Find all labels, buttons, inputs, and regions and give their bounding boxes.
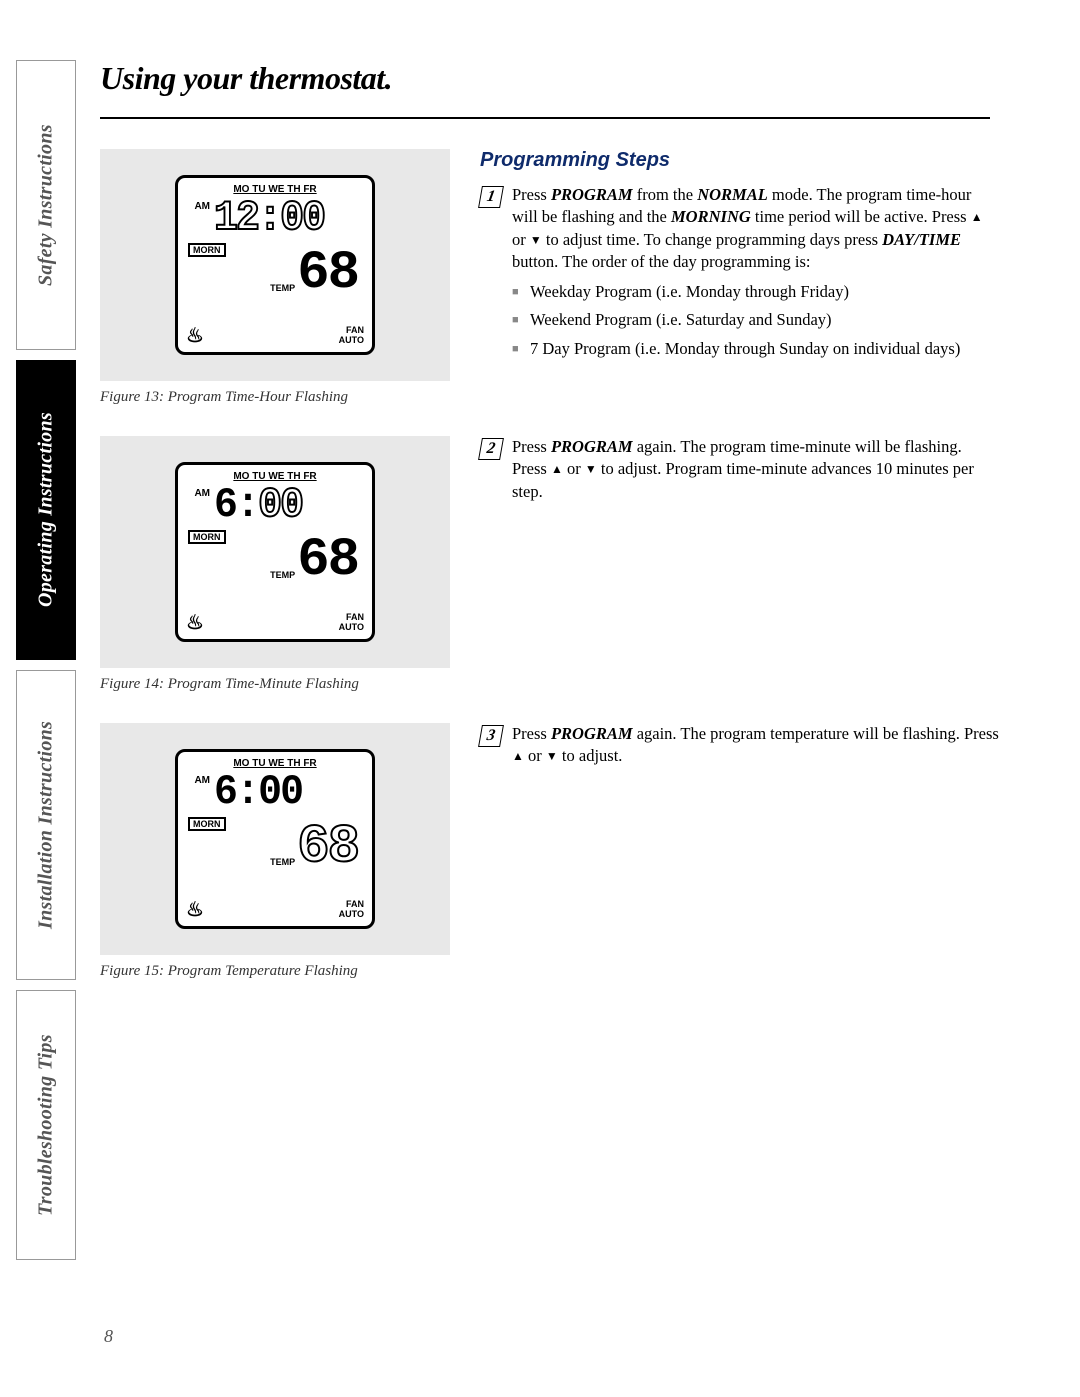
lcd-hour: 6: [214, 481, 258, 529]
lcd-fan: FAN AUTO [339, 326, 364, 346]
step-2-num: 2 [478, 438, 504, 460]
lcd-min: 00 [258, 481, 302, 529]
main-content: Using your thermostat. MO TU WE TH FR AM… [100, 60, 1040, 1010]
page: Safety Instructions Operating Instructio… [0, 0, 1080, 1397]
lcd-fig14: MO TU WE TH FR AM 6:00 MORN TEMP 68 ♨ [175, 462, 375, 642]
bullet-weekday: Weekday Program (i.e. Monday through Fri… [530, 281, 1000, 303]
lcd-temp: 68 [297, 824, 358, 873]
step-3: 3 Press PROGRAM again. The program tempe… [480, 723, 1000, 776]
figure-15-block: MO TU WE TH FR AM 6:00 MORN TEMP 68 ♨ [100, 723, 450, 980]
bullet-7day: 7 Day Program (i.e. Monday through Sunda… [530, 338, 1000, 360]
step-1-bullets: Weekday Program (i.e. Monday through Fri… [512, 281, 1000, 360]
lcd-temp-label: TEMP [270, 570, 295, 580]
down-arrow-icon: ▼ [546, 748, 558, 764]
step-3-num: 3 [478, 725, 504, 747]
lcd-time: 6:00 [214, 771, 302, 813]
down-arrow-icon: ▼ [585, 461, 597, 477]
figure-13-caption: Figure 13: Program Time-Hour Flashing [100, 389, 450, 406]
figure-14-block: MO TU WE TH FR AM 6:00 MORN TEMP 68 ♨ [100, 436, 450, 693]
page-number: 8 [104, 1326, 113, 1347]
figure-15-caption: Figure 15: Program Temperature Flashing [100, 963, 450, 980]
lcd-fig13: MO TU WE TH FR AM 12:00 MORN TEMP 68 ♨ [175, 175, 375, 355]
lcd-ampm: AM [186, 488, 210, 499]
lcd-period: MORN [188, 243, 226, 257]
lcd-period: MORN [188, 530, 226, 544]
tab-safety: Safety Instructions [16, 60, 76, 350]
figure-14-caption: Figure 14: Program Time-Minute Flashing [100, 676, 450, 693]
up-arrow-icon: ▲ [512, 748, 524, 764]
down-arrow-icon: ▼ [530, 232, 542, 248]
programming-steps-heading: Programming Steps [480, 149, 1000, 172]
tab-installation: Installation Instructions [16, 670, 76, 980]
flame-icon: ♨ [186, 900, 204, 920]
flame-icon: ♨ [186, 326, 204, 346]
step-1-num: 1 [478, 186, 504, 208]
step-3-body: Press PROGRAM again. The program tempera… [512, 723, 1000, 776]
sidebar-tabs: Safety Instructions Operating Instructio… [16, 60, 76, 1340]
step-1-body: Press PROGRAM from the NORMAL mode. The … [512, 184, 1000, 366]
lcd-temp-label: TEMP [270, 857, 295, 867]
step-2: 2 Press PROGRAM again. The program time-… [480, 436, 1000, 511]
lcd-period: MORN [188, 817, 226, 831]
bullet-weekend: Weekend Program (i.e. Saturday and Sunda… [530, 309, 1000, 331]
lcd-temp: 68 [297, 250, 358, 299]
figure-13-block: MO TU WE TH FR AM 12:00 MORN TEMP 68 ♨ [100, 149, 450, 406]
tab-troubleshooting: Troubleshooting Tips [16, 990, 76, 1260]
lcd-fig15: MO TU WE TH FR AM 6:00 MORN TEMP 68 ♨ [175, 749, 375, 929]
up-arrow-icon: ▲ [551, 461, 563, 477]
up-arrow-icon: ▲ [971, 209, 983, 225]
step-2-body: Press PROGRAM again. The program time-mi… [512, 436, 1000, 511]
step-1: 1 Press PROGRAM from the NORMAL mode. Th… [480, 184, 1000, 366]
lcd-fan: FAN AUTO [339, 900, 364, 920]
flame-icon: ♨ [186, 613, 204, 633]
lcd-ampm: AM [186, 775, 210, 786]
lcd-temp-label: TEMP [270, 283, 295, 293]
lcd-time: 12:00 [214, 194, 324, 242]
page-title: Using your thermostat. [100, 60, 1040, 97]
lcd-ampm: AM [186, 201, 210, 212]
tab-operating: Operating Instructions [16, 360, 76, 660]
lcd-fan: FAN AUTO [339, 613, 364, 633]
title-rule [100, 117, 990, 119]
lcd-temp: 68 [297, 537, 358, 586]
